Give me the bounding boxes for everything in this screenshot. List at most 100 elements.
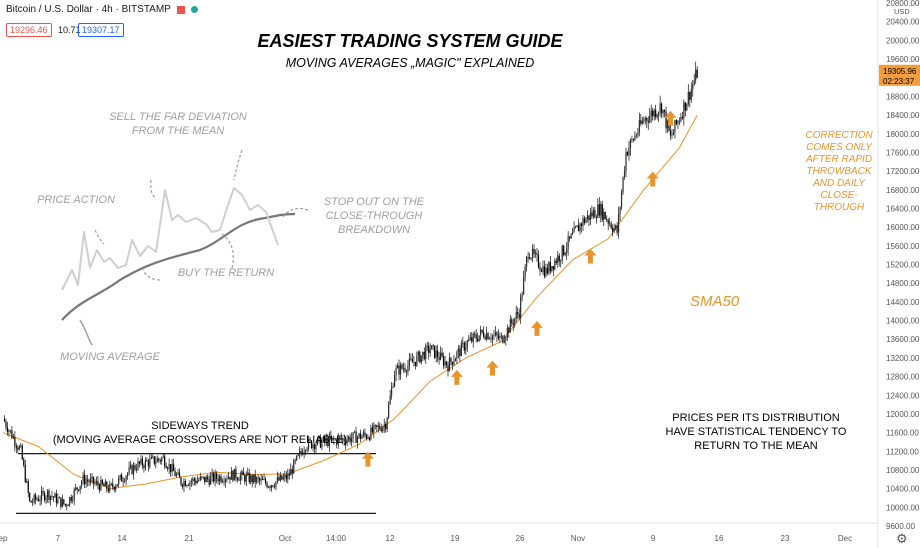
candle bbox=[373, 422, 375, 439]
candle-body bbox=[251, 475, 253, 483]
candle-body bbox=[591, 212, 593, 217]
candle-body bbox=[186, 485, 188, 487]
candle-body bbox=[569, 236, 571, 239]
buy-arrow-icon bbox=[450, 369, 463, 385]
candle bbox=[112, 478, 114, 491]
candle-body bbox=[29, 492, 31, 501]
candle bbox=[223, 475, 225, 486]
candle bbox=[463, 341, 465, 354]
candle-body bbox=[325, 438, 327, 442]
candle-body bbox=[299, 451, 301, 455]
candle-body bbox=[480, 329, 482, 336]
candle bbox=[116, 483, 118, 487]
candle-body bbox=[444, 361, 446, 366]
buy-price-button[interactable]: 19307.17 bbox=[78, 23, 124, 37]
candle-body bbox=[696, 69, 698, 78]
candle bbox=[46, 489, 49, 503]
candle bbox=[207, 474, 209, 483]
candle bbox=[70, 494, 72, 504]
candle bbox=[244, 473, 246, 485]
candle-body bbox=[86, 480, 89, 482]
candle bbox=[82, 471, 84, 485]
candle bbox=[187, 483, 190, 487]
candle bbox=[204, 476, 206, 485]
candle bbox=[459, 345, 461, 362]
candle-body bbox=[287, 474, 289, 480]
candle bbox=[617, 206, 620, 239]
candle bbox=[51, 490, 53, 501]
candle bbox=[491, 334, 494, 346]
symbol-title[interactable]: Bitcoin / U.S. Dollar · 4h · BITSTAMP bbox=[6, 4, 171, 15]
candle-body bbox=[515, 312, 517, 319]
x-tick-label: 7 bbox=[56, 534, 61, 543]
flag-icon[interactable] bbox=[176, 5, 185, 14]
note-moving-average: MOVING AVERAGE bbox=[60, 351, 160, 363]
candle bbox=[23, 457, 25, 468]
candle bbox=[615, 224, 617, 231]
candle-body bbox=[490, 338, 492, 340]
x-tick-label: Dec bbox=[838, 534, 852, 543]
candle-body bbox=[445, 361, 448, 366]
candle-body bbox=[653, 109, 655, 117]
candle-body bbox=[184, 481, 187, 486]
candle-body bbox=[361, 436, 363, 439]
candle bbox=[198, 477, 200, 482]
sma-label: SMA50 bbox=[690, 293, 740, 310]
candle bbox=[321, 437, 323, 451]
candle-body bbox=[483, 332, 485, 337]
candle-body bbox=[364, 432, 366, 435]
candle bbox=[481, 329, 483, 334]
candle bbox=[73, 487, 75, 506]
candle bbox=[275, 481, 277, 491]
candle-body bbox=[83, 474, 86, 485]
candle bbox=[89, 473, 92, 486]
candle bbox=[439, 346, 442, 361]
candle-body bbox=[502, 335, 504, 343]
candle-body bbox=[367, 437, 369, 439]
candle-body bbox=[345, 441, 347, 444]
candle-body bbox=[370, 427, 372, 440]
candle-body bbox=[358, 433, 360, 438]
settings-icon[interactable]: ⚙ bbox=[896, 531, 908, 546]
candle-body bbox=[155, 462, 157, 464]
candle-body bbox=[686, 103, 688, 111]
candle-body bbox=[174, 471, 176, 477]
candle-body bbox=[395, 368, 397, 376]
y-tick-label: 15600.00 bbox=[886, 242, 920, 251]
candle-body bbox=[82, 474, 84, 483]
note-price-action: PRICE ACTION bbox=[37, 194, 115, 206]
candle bbox=[224, 477, 227, 488]
countdown-label: 02:23:37 bbox=[883, 77, 915, 86]
candle-body bbox=[437, 350, 439, 358]
candle bbox=[413, 355, 415, 367]
candle-body bbox=[20, 445, 22, 447]
candle bbox=[32, 498, 34, 507]
candle-body bbox=[457, 348, 459, 353]
candle bbox=[313, 443, 316, 455]
candle-body bbox=[656, 114, 658, 117]
candle bbox=[419, 350, 421, 364]
sell-price-button[interactable]: 19296.46 bbox=[6, 23, 52, 37]
candle bbox=[79, 485, 81, 494]
candle bbox=[208, 474, 210, 488]
candle bbox=[345, 436, 347, 450]
candle-body bbox=[579, 223, 581, 232]
candle-body bbox=[254, 474, 256, 483]
candle-body bbox=[411, 359, 413, 363]
candle-body bbox=[52, 496, 55, 498]
candle bbox=[156, 455, 158, 463]
candle-body bbox=[539, 267, 541, 271]
candle bbox=[270, 484, 273, 492]
candle bbox=[450, 356, 452, 366]
candle-body bbox=[275, 481, 277, 487]
y-tick-label: 13200.00 bbox=[886, 354, 920, 363]
candle bbox=[454, 357, 457, 362]
candle bbox=[296, 455, 298, 462]
candle bbox=[141, 455, 144, 469]
candle bbox=[349, 433, 351, 445]
candle bbox=[500, 332, 502, 340]
candle-body bbox=[356, 437, 359, 443]
candle bbox=[558, 253, 560, 267]
candle-body bbox=[291, 469, 293, 474]
candle-body bbox=[563, 245, 565, 255]
